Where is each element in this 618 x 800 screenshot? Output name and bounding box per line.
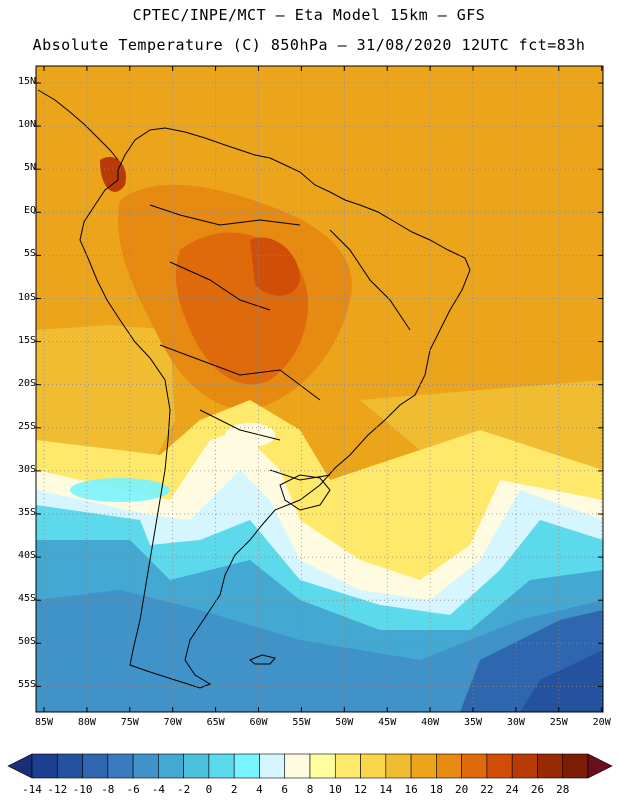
colorbar-swatch (208, 753, 235, 779)
lon-label: 50W (335, 717, 354, 728)
colorbar-label: 24 (505, 783, 519, 796)
colorbar-swatch (233, 753, 260, 779)
colorbar-swatch (385, 753, 412, 779)
lat-label: 25S (17, 420, 36, 432)
colorbar-swatch (107, 753, 134, 779)
lon-label: 20W (592, 717, 611, 728)
central-america-outline (37, 89, 119, 161)
coastlines-borders (37, 89, 471, 689)
south-america-outline (79, 127, 471, 689)
colorbar-swatch (360, 753, 387, 779)
colorbar-label: 26 (530, 783, 545, 796)
lat-label: 40S (17, 550, 36, 562)
colorbar-label: 28 (556, 783, 570, 796)
colorbar-label: 14 (379, 783, 393, 796)
lon-label: 30W (506, 717, 525, 728)
colorbar-min-arrow (7, 753, 33, 779)
axis-ticks (36, 66, 603, 712)
colorbar-swatch (486, 753, 513, 779)
colorbar-swatch (82, 753, 109, 779)
colorbar-label: 16 (404, 783, 418, 796)
lon-label: 85W (34, 717, 54, 728)
lon-label: 75W (120, 717, 139, 728)
colorbar-swatch (334, 753, 361, 779)
lat-label: EQ (23, 205, 36, 217)
lon-label: 80W (77, 717, 96, 728)
colorbar-swatch (511, 753, 538, 779)
colorbar-label: 6 (281, 783, 289, 796)
colorbar-label: 10 (328, 783, 342, 796)
colorbar-swatch (259, 753, 286, 779)
colorbar-swatch (158, 753, 184, 779)
lat-label: 55S (17, 679, 36, 691)
colorbar-swatch (562, 753, 589, 779)
colorbar-label: -8 (101, 783, 115, 796)
colorbar-swatch (309, 753, 336, 779)
lat-label: 20S (17, 377, 36, 389)
temperature-field (36, 66, 603, 712)
colorbar-swatch (537, 753, 564, 779)
map-subtitle: Absolute Temperature (C) 850hPa – 31/08/… (32, 36, 586, 54)
colorbar-label: 0 (205, 783, 213, 796)
colorbar-swatch (410, 753, 437, 779)
colorbar-label: 4 (256, 783, 263, 796)
colorbar-max-arrow (587, 753, 613, 779)
lat-label: 15N (17, 76, 36, 87)
lon-label: 70W (163, 717, 182, 728)
lat-label: 5S (23, 248, 36, 260)
colorbar-label: 12 (353, 783, 368, 796)
colorbar-swatch (461, 753, 488, 779)
country-borders (149, 204, 411, 481)
lon-label: 25W (549, 717, 568, 728)
lon-label: 60W (249, 717, 268, 728)
lon-label: 40W (421, 717, 440, 728)
colorbar-swatch (284, 753, 311, 779)
lat-label: 5N (23, 162, 36, 174)
falklands-outline (249, 654, 276, 665)
lat-label: 10N (17, 119, 36, 131)
colorbar-label: 22 (480, 783, 494, 796)
colorbar-label: 18 (429, 783, 443, 796)
lon-label: 55W (292, 717, 311, 728)
lat-label: 45S (17, 593, 36, 605)
colorbar-label: -4 (151, 783, 165, 796)
colorbar-swatch (31, 753, 58, 779)
uruguay-outline (279, 474, 331, 511)
lon-label: 65W (206, 717, 225, 728)
lat-label: 10S (17, 291, 36, 303)
lon-label: 45W (378, 717, 397, 728)
lat-label: 50S (17, 636, 36, 648)
colorbar-label: 8 (306, 783, 314, 796)
colorbar-swatch (183, 753, 210, 779)
colorbar-label: -6 (126, 783, 140, 796)
map-title: CPTEC/INPE/MCT – Eta Model 15km – GFS (132, 6, 486, 24)
colorbar-label: -2 (177, 783, 191, 796)
colorbar-label: -14 (22, 783, 42, 796)
colorbar-label: -12 (47, 783, 68, 796)
lat-lon-grid (36, 66, 603, 712)
colorbar-label: 20 (455, 783, 469, 796)
lat-label: 15S (17, 334, 36, 346)
lat-label: 30S (17, 463, 36, 475)
lon-label: 35W (463, 717, 483, 728)
colorbar-label: 2 (230, 783, 238, 796)
colorbar-label: -10 (72, 783, 93, 796)
colorbar-swatch (436, 753, 462, 779)
lat-label: 35S (17, 507, 36, 518)
map-frame (35, 65, 604, 713)
colorbar (7, 753, 613, 779)
colorbar-swatch (56, 753, 83, 779)
colorbar-swatch (132, 753, 159, 779)
